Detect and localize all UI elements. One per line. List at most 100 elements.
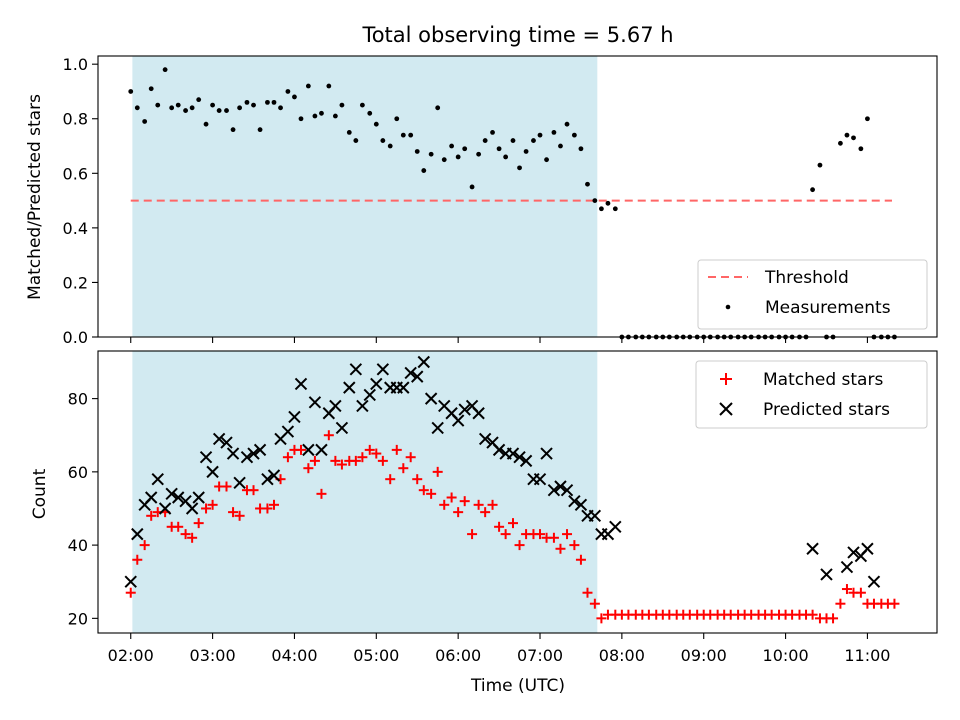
predicted-star-point bbox=[411, 370, 424, 383]
predicted-star-point bbox=[199, 451, 213, 464]
measurement-point bbox=[244, 99, 250, 105]
matched-star-point bbox=[514, 540, 525, 551]
matched-star-point bbox=[262, 503, 273, 514]
x-tick-label: 11:00 bbox=[844, 646, 890, 665]
predicted-star-point bbox=[847, 546, 860, 559]
predicted-star-point bbox=[281, 425, 295, 438]
matched-star-point bbox=[268, 499, 279, 510]
top-y-tick-label: 0.0 bbox=[63, 328, 88, 347]
matched-star-point bbox=[234, 510, 245, 521]
predicted-star-point bbox=[840, 560, 854, 574]
measurement-point bbox=[312, 113, 318, 119]
matched-star-point bbox=[494, 521, 505, 532]
matched-star-point bbox=[480, 507, 491, 518]
measurement-point bbox=[359, 102, 365, 108]
measurement-point bbox=[414, 149, 420, 154]
matched-star-point bbox=[180, 529, 191, 540]
measurement-point bbox=[285, 89, 291, 94]
measurement-points bbox=[128, 67, 897, 340]
matched-star-point bbox=[555, 543, 566, 554]
predicted-star-point bbox=[349, 363, 363, 376]
measurement-point bbox=[203, 121, 209, 127]
bottom-plot-frame bbox=[97, 350, 938, 634]
predicted-star-point bbox=[335, 421, 349, 435]
measurement-point bbox=[298, 116, 304, 122]
matched-star-point bbox=[309, 455, 320, 466]
predicted-star-point bbox=[206, 465, 219, 479]
measurement-point bbox=[155, 102, 161, 108]
predicted-star-point bbox=[253, 443, 267, 457]
measurement-point bbox=[265, 99, 270, 105]
measurement-point bbox=[455, 154, 461, 160]
legend-measurements-label: Measurements bbox=[765, 298, 891, 318]
measurement-point bbox=[441, 157, 447, 163]
bottom-highlight-band bbox=[132, 351, 598, 633]
matched-star-point bbox=[446, 492, 457, 503]
measurement-point bbox=[134, 105, 140, 111]
matched-star-point bbox=[146, 510, 157, 521]
measurement-point bbox=[858, 146, 864, 152]
bottom-x-ticks: 02:00 03:00 04:00 05:00 06:00 07:00 08:00 09:00… bbox=[108, 633, 890, 665]
matched-star-point bbox=[173, 521, 184, 532]
measurement-point bbox=[346, 129, 352, 135]
x-tick-label: 06:00 bbox=[435, 646, 481, 665]
measurement-point bbox=[278, 105, 283, 111]
measurement-point bbox=[251, 102, 256, 108]
predicted-star-point bbox=[308, 396, 322, 409]
predicted-star-point bbox=[233, 476, 246, 490]
predicted-star-point bbox=[861, 542, 874, 555]
predicted-star-point bbox=[165, 487, 178, 501]
measurement-point bbox=[257, 127, 263, 133]
measurement-point bbox=[353, 138, 359, 143]
predicted-star-point bbox=[158, 502, 172, 515]
matched-star-point bbox=[132, 554, 143, 565]
measurement-point bbox=[305, 83, 311, 89]
measurement-point bbox=[537, 132, 543, 138]
measurement-point bbox=[373, 121, 379, 127]
predicted-star-point bbox=[302, 443, 315, 457]
measurement-point bbox=[332, 113, 338, 119]
measurement-point bbox=[142, 119, 148, 124]
measurement-point bbox=[564, 121, 570, 127]
measurement-point bbox=[517, 165, 522, 171]
matched-star-point bbox=[412, 474, 423, 485]
measurement-point bbox=[551, 129, 557, 135]
predicted-star-point bbox=[458, 403, 471, 416]
predicted-star-point bbox=[478, 432, 492, 446]
predicted-star-point bbox=[172, 491, 185, 504]
matched-star-point bbox=[364, 444, 375, 455]
matched-star-point bbox=[889, 598, 900, 609]
predicted-star-point bbox=[329, 399, 342, 413]
matched-star-point bbox=[467, 529, 478, 540]
legend-measurements-swatch bbox=[725, 304, 731, 310]
top-panel: 0.0 0.2 0.4 0.6 0.8 1.0 Matched/Predicted sta… bbox=[25, 55, 938, 347]
matched-star-point bbox=[323, 430, 334, 441]
predicted-star-point bbox=[356, 399, 369, 413]
measurement-point bbox=[599, 206, 604, 212]
matched-star-point bbox=[187, 532, 198, 543]
matched-star-point bbox=[500, 529, 511, 540]
measurement-point bbox=[592, 198, 598, 203]
measurement-point bbox=[339, 102, 345, 108]
measurement-point bbox=[844, 132, 850, 138]
matched-star-point bbox=[405, 452, 416, 463]
predicted-star-point bbox=[315, 443, 328, 457]
matched-stars-points bbox=[125, 430, 900, 624]
predicted-star-point bbox=[513, 451, 526, 464]
matched-star-point bbox=[282, 452, 293, 463]
matched-star-point bbox=[473, 499, 484, 510]
predicted-star-point bbox=[185, 502, 199, 515]
predicted-star-point bbox=[151, 472, 164, 486]
measurement-point bbox=[148, 86, 154, 92]
top-y-axis-label: Matched/Predicted stars bbox=[25, 94, 45, 300]
x-tick-label: 04:00 bbox=[271, 646, 317, 665]
measurement-point bbox=[210, 102, 215, 108]
x-tick-label: 09:00 bbox=[681, 646, 727, 665]
legend-predicted-label: Predicted stars bbox=[763, 400, 890, 420]
measurement-point bbox=[496, 146, 502, 152]
predicted-star-point bbox=[472, 407, 485, 420]
bottom-y-axis-label: Count bbox=[30, 468, 50, 519]
matched-star-point bbox=[385, 474, 396, 485]
measurement-point bbox=[571, 132, 577, 138]
